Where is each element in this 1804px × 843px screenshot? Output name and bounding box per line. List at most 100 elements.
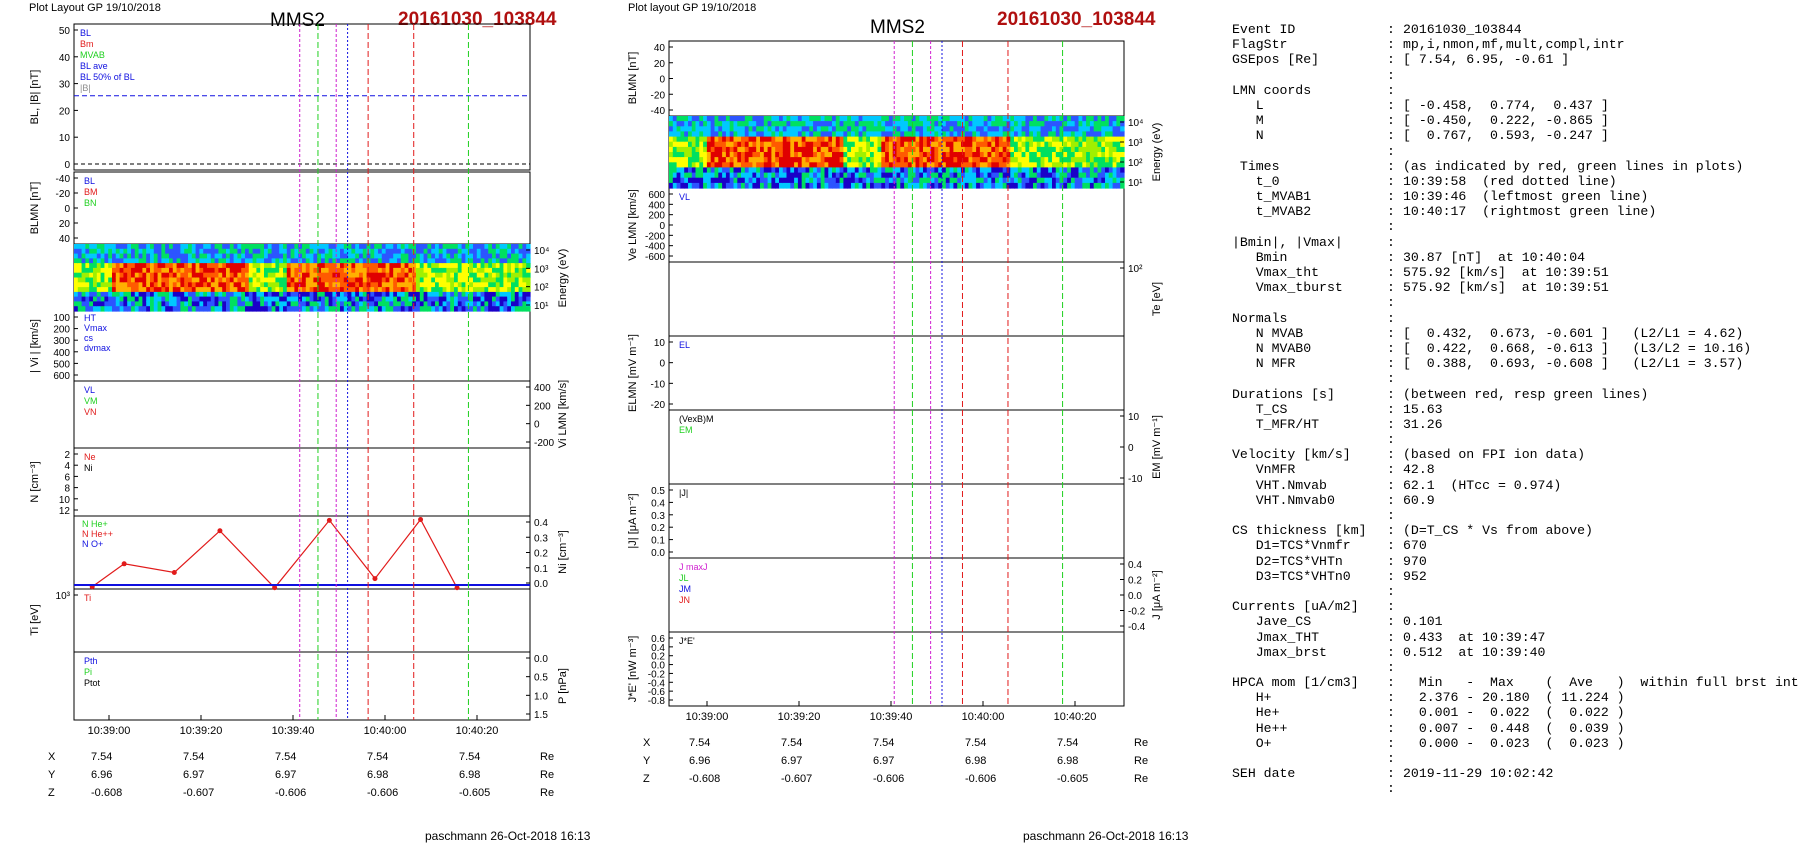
left-vlmn-panel-tick-0: 400 <box>534 383 551 394</box>
left-vi-panel-tick-2: 300 <box>53 336 70 347</box>
mid-jlmn-ylabel: J [μA m⁻²] <box>1151 570 1163 619</box>
mid-blmn-panel-tick-3: -20 <box>651 90 666 101</box>
info-value: 10:40:17 (rightmost green line) <box>1403 204 1657 220</box>
info-value: 62.1 (HTcc = 0.974) <box>1403 477 1562 493</box>
mid-je-panel-tick-7: -0.8 <box>648 696 666 707</box>
left-minor-ions-tick-2: 0.2 <box>534 549 548 560</box>
info-value: mp,i,nmon,mf,mult,compl,intr <box>1403 37 1625 53</box>
info-key: VHT.Nmvab0 <box>1232 492 1335 508</box>
info-row: : <box>1232 660 1799 675</box>
info-row: L: [ -0.458, 0.774, 0.437 ] <box>1232 98 1799 113</box>
mid-jlmn-panel-tick-3: -0.2 <box>1128 607 1146 618</box>
mid-e-ylabel: ELMN [mV m⁻¹] <box>627 334 639 412</box>
info-row: : <box>1232 781 1799 796</box>
position-value: 6.96 <box>689 755 711 767</box>
position-unit: Re <box>540 751 555 763</box>
left-time-axis-tick-label-4: 10:40:20 <box>456 725 499 737</box>
mid-j-ylabel: |J| [μA m⁻²] <box>627 493 639 548</box>
mid-em-panel-tick-0: 10 <box>1128 412 1140 423</box>
mid-je-panel-tick-3: 0.0 <box>651 661 665 672</box>
position-row-label: Y <box>643 755 651 767</box>
left-pressure-panel-legend-0: Pth <box>84 656 98 666</box>
mid-je-panel-tick-1: 0.4 <box>651 643 665 654</box>
mid-ve-panel-tick-5: -400 <box>645 242 665 253</box>
mid-e-panel-legend-0: EL <box>679 340 690 350</box>
mid-te-panel-tick-0: 10² <box>1128 264 1143 275</box>
info-key: N <box>1232 128 1264 144</box>
left-b-legend-2: MVAB <box>80 50 105 60</box>
left-panel-6-frame <box>73 515 531 590</box>
left-minor-ions-legend-0: N He+ <box>82 519 108 529</box>
info-value: 30.87 [nT] at 10:40:04 <box>1403 249 1586 265</box>
info-value: 970 <box>1403 553 1427 569</box>
info-key: |Bmin|, |Vmax| <box>1232 234 1343 250</box>
left-blmn-panel-tick-4: 40 <box>59 234 71 245</box>
left-vi-panel-tick-3: 400 <box>53 348 70 359</box>
info-sep: : <box>1387 508 1395 523</box>
position-value: 7.54 <box>367 751 389 763</box>
mid-spacecraft-label: MMS2 <box>870 17 925 38</box>
position-value: 7.54 <box>1057 737 1079 749</box>
left-minor-ions-tick-0: 0.4 <box>534 518 548 529</box>
mid-j-panel-tick-2: 0.3 <box>651 511 665 522</box>
left-b-legend-4: BL 50% of BL <box>80 72 135 82</box>
left-vi-panel-tick-5: 600 <box>53 371 70 382</box>
position-value: 7.54 <box>689 737 711 749</box>
position-value: -0.608 <box>91 787 123 799</box>
info-key: He+ <box>1232 705 1280 721</box>
left-density-panel-tick-2: 6 <box>64 472 70 483</box>
info-sep: : <box>1387 644 1395 660</box>
left-density-panel-tick-3: 8 <box>64 484 70 495</box>
info-row: Durations [s]: (between red, resp green l… <box>1232 387 1799 402</box>
left-pressure-ylabel: P [nPa] <box>557 668 569 704</box>
info-row: D3=TCS*VHTn0:952 <box>1232 569 1799 584</box>
info-key: D3=TCS*VHTn0 <box>1232 568 1351 584</box>
mid-jlmn-panel-tick-0: 0.4 <box>1128 560 1142 571</box>
info-sep: : <box>1387 82 1395 98</box>
info-row: LMN coords: <box>1232 83 1799 98</box>
info-value: [ -0.458, 0.774, 0.437 ] <box>1403 97 1609 113</box>
info-row: FlagStr: mp,i,nmon,mf,mult,compl,intr <box>1232 37 1799 52</box>
left-vi-legend-3: dvmax <box>84 343 111 353</box>
info-key: CS thickness [km] <box>1232 523 1367 539</box>
info-row: CS thickness [km]: (D=T_CS * Vs from abov… <box>1232 523 1799 538</box>
info-sep: : <box>1387 37 1395 53</box>
info-row: |Bmin|, |Vmax|: <box>1232 235 1799 250</box>
left-time-axis-tick-label-3: 10:40:00 <box>364 725 407 737</box>
info-sep: : <box>1387 462 1395 478</box>
position-unit: Re <box>1134 737 1149 749</box>
mid-time-axis-tick-label-4: 10:40:20 <box>1054 711 1097 723</box>
left-time-axis-tick-label-2: 10:39:40 <box>272 725 315 737</box>
info-key: Vmax_tburst <box>1232 280 1343 296</box>
info-row: SEH date:2019-11-29 10:02:42 <box>1232 766 1799 781</box>
info-sep: : <box>1387 219 1395 235</box>
mid-panel-4-frame <box>668 335 1125 411</box>
left-spacecraft-label: MMS2 <box>270 10 325 31</box>
info-sep: : <box>1387 143 1395 159</box>
position-value: 6.96 <box>91 769 113 781</box>
position-value: 6.98 <box>1057 755 1079 767</box>
info-value: [ -0.450, 0.222, -0.865 ] <box>1403 113 1609 129</box>
info-key: Durations [s] <box>1232 386 1335 402</box>
left-vi-legend-2: cs <box>84 333 94 343</box>
info-value: [ 0.422, 0.668, -0.613 ] (L3/L2 = 10.16) <box>1403 340 1752 356</box>
info-sep: : <box>1387 705 1395 721</box>
left-b-panel-tick-4: 10 <box>59 133 71 144</box>
info-sep: : <box>1387 325 1395 341</box>
info-value: 0.512 at 10:39:40 <box>1403 644 1546 660</box>
position-value: -0.606 <box>965 773 997 785</box>
info-row: M: [ -0.450, 0.222, -0.865 ] <box>1232 113 1799 128</box>
mid-time-axis-tick-label-1: 10:39:20 <box>778 711 821 723</box>
info-key: Currents [uA/m2] <box>1232 599 1359 615</box>
left-vi-ylabel: | Vi | [km/s] <box>29 319 41 373</box>
mid-em-panel-legend-1: EM <box>679 425 693 435</box>
info-row: N MVAB0: [ 0.422, 0.668, -0.613 ] (L3/L2 … <box>1232 341 1799 356</box>
left-vi-panel-tick-0: 100 <box>53 313 70 324</box>
mid-panel-5-frame <box>668 409 1125 485</box>
mid-time-axis-tick-label-0: 10:39:00 <box>686 711 729 723</box>
info-row: Times: (as indicated by red, green lines … <box>1232 159 1799 174</box>
left-b-legend-1: Bm <box>80 39 94 49</box>
info-sep: : <box>1387 477 1395 493</box>
info-row: HPCA mom [1/cm3]: Min - Max ( Ave ) with… <box>1232 675 1799 690</box>
info-row: t_MVAB2:10:40:17 (rightmost green line) <box>1232 204 1799 219</box>
